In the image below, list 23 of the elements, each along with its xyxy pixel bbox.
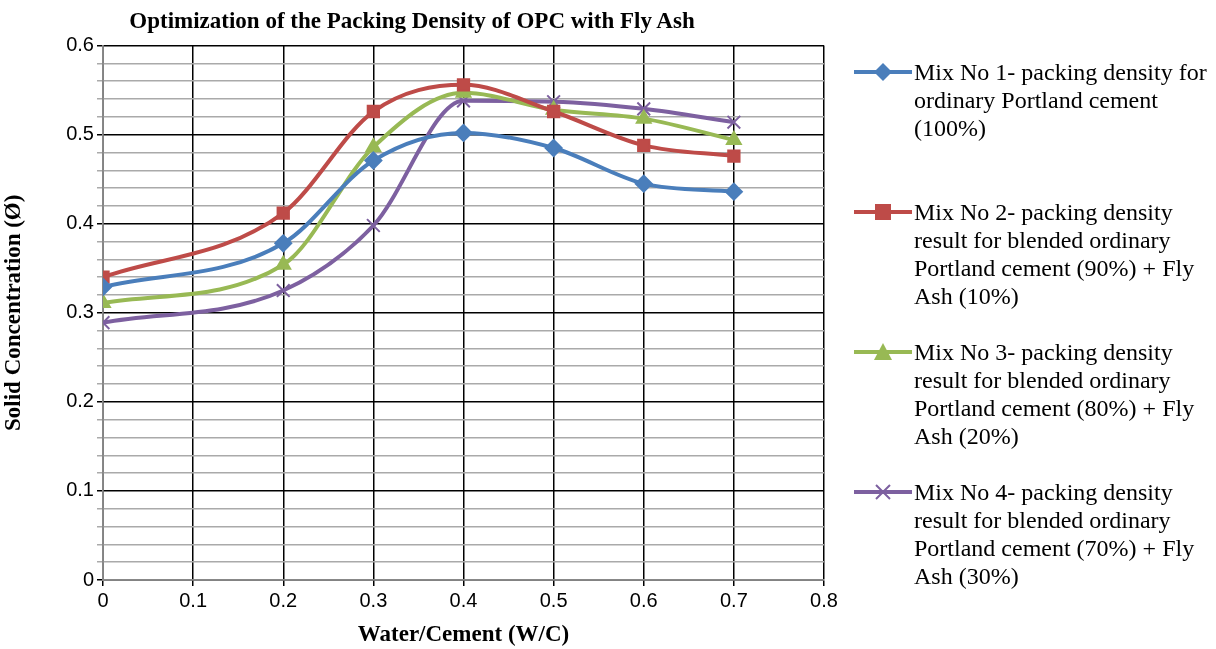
x-axis-title: Water/Cement (W/C) <box>357 621 570 647</box>
y-tick-label: 0.3 <box>66 300 94 323</box>
legend-label: Mix No 1- packing density for ordinary Portland cement (100%) <box>914 58 1208 142</box>
x-tick-label: 0.4 <box>449 588 478 611</box>
chart-title: Optimization of the Packing Density of OPC with Fly Ash <box>129 7 695 33</box>
legend-label: Mix No 4- packing density result for blended ordinary Portland cement (70%) + Fly Ash (30%) <box>914 478 1196 590</box>
x-tick-label: 0 <box>97 588 109 611</box>
x-tick-label: 0.7 <box>719 588 748 611</box>
y-tick-label: 0.6 <box>66 33 94 56</box>
x-tick-label: 0.8 <box>810 588 838 611</box>
x-tick-label: 0.5 <box>539 588 568 611</box>
legend-label: Mix No 3- packing density result for blended ordinary Portland cement (80%) + Fly Ash (20%) <box>914 338 1196 450</box>
y-tick-label: 0.5 <box>66 122 94 145</box>
y-tick-label: 0.2 <box>66 389 94 412</box>
y-tick-label: 0 <box>82 567 94 590</box>
x-tick-label: 0.3 <box>359 588 388 611</box>
x-tick-label: 0.1 <box>179 588 208 611</box>
x-tick-label: 0.2 <box>269 588 298 611</box>
y-tick-label: 0.1 <box>66 478 94 501</box>
legend-label: Mix No 2- packing density result for blended ordinary Portland cement (90%) + Fly Ash (10%) <box>914 198 1196 310</box>
y-axis-title: Solid Concentration (Ø) <box>0 194 25 431</box>
x-tick-label: 0.6 <box>629 588 658 611</box>
y-tick-label: 0.4 <box>66 211 94 234</box>
